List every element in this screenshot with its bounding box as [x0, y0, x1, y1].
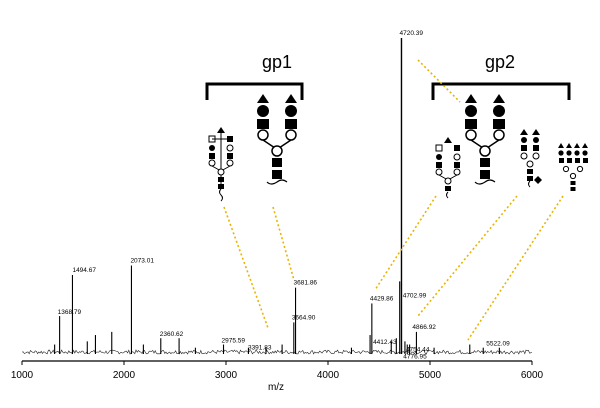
gp1-group: gp1	[205, 52, 304, 100]
peak-label-3681.86: 3681.86	[294, 280, 318, 287]
connector-4866	[417, 195, 518, 317]
x-tick-label-1000: 1000	[11, 370, 34, 381]
peak-label-1494.67: 1494.67	[72, 267, 96, 274]
baseline-noise	[21, 349, 533, 355]
x-axis-title: m/z	[268, 382, 284, 393]
connector-3681	[272, 206, 295, 281]
glycan-structure-icon	[520, 129, 542, 188]
glycan-structure-icon	[558, 143, 588, 191]
connector-3391	[223, 206, 269, 329]
x-tick-label-2000: 2000	[113, 370, 136, 381]
gp1-label: gp1	[262, 52, 292, 72]
peak-label-2360.62: 2360.62	[160, 331, 184, 338]
peaks	[54, 38, 500, 354]
x-tick-labels: 1000 2000 3000 4000 5000 6000	[11, 361, 544, 381]
peak-label-4429.86: 4429.86	[370, 295, 394, 302]
peak-label-5522.09: 5522.09	[486, 341, 510, 348]
connector-5522	[467, 195, 564, 341]
peak-label-1368.79: 1368.79	[58, 309, 82, 316]
peak-label-4866.92: 4866.92	[412, 324, 436, 331]
x-tick-label-6000: 6000	[521, 370, 544, 381]
glycan-structure-icon	[257, 94, 297, 185]
peak-label-2073.01: 2073.01	[130, 258, 154, 265]
glycan-structure-icon	[208, 127, 234, 202]
peak-label-3664.90: 3664.90	[292, 314, 316, 321]
glycan-structure-icon	[435, 137, 461, 199]
connector-lines	[223, 59, 564, 341]
gp2-group: gp2	[431, 52, 571, 100]
peak-labels: 1368.79 1494.67 2073.01 2360.62 2975.593391.…	[58, 30, 511, 361]
connector-4720	[417, 59, 461, 103]
connector-4429	[374, 195, 437, 291]
gp2-label: gp2	[485, 52, 515, 72]
gp1-bracket	[205, 82, 304, 100]
gp2-bracket	[431, 82, 571, 100]
peak-label-4720.39: 4720.39	[399, 30, 423, 37]
peak-label-4754.44: 4754.44	[406, 346, 430, 353]
baseline-noise-trace	[21, 349, 533, 355]
peak-label-4702.99: 4702.99	[403, 292, 427, 299]
peak-label-4776.95: 4776.95	[403, 354, 427, 361]
x-tick-label-5000: 5000	[419, 370, 442, 381]
peak-label-2975.59: 2975.59	[222, 338, 246, 345]
x-tick-label-3000: 3000	[215, 370, 238, 381]
glycan-structure-icon	[465, 94, 505, 185]
x-tick-label-4000: 4000	[317, 370, 340, 381]
peak-label-3391.83: 3391.83	[248, 345, 272, 352]
peak-label-4412.43: 4412.43	[373, 339, 397, 346]
